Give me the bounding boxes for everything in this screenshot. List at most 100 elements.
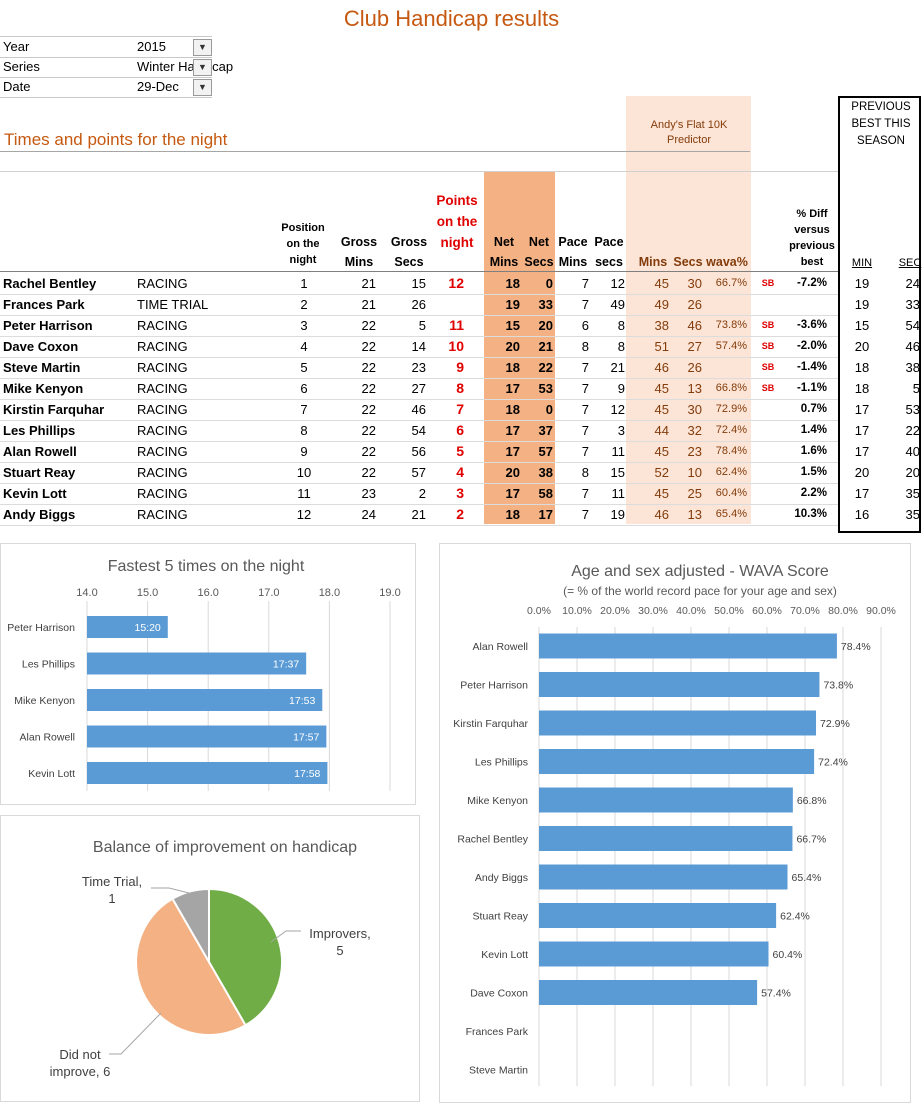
gross-mins: 22: [361, 381, 376, 396]
x-tick-label: 0.0%: [527, 605, 551, 617]
bar: [539, 787, 793, 813]
header-pred-mins: Mins: [638, 255, 668, 269]
slice-label: Improvers, 5: [309, 926, 370, 958]
wava: 72.9%: [715, 403, 747, 415]
gross-secs: 26: [411, 297, 426, 312]
position: 2: [300, 297, 308, 312]
bar: [539, 903, 777, 928]
header-diff: % Diff versus previous best: [789, 208, 835, 268]
improvement-pie-svg: Balance of improvement on handicap Improv…: [50, 839, 371, 1079]
bar: [87, 689, 323, 711]
leader-line: [270, 930, 301, 943]
data-label: 15:20: [134, 622, 160, 634]
net-mins: 18: [505, 507, 520, 522]
data-label: 72.9%: [820, 718, 850, 730]
prev-best-min: 20: [854, 465, 870, 480]
category-label: Mike Kenyon: [14, 695, 75, 707]
data-label: 62.4%: [780, 911, 810, 923]
pace-secs: 11: [611, 444, 626, 459]
prev-best-min: 17: [854, 402, 870, 417]
points: 10: [448, 338, 464, 354]
category-label: Kevin Lott: [481, 949, 528, 961]
gross-mins: 22: [361, 360, 376, 375]
runner-name: Rachel Bentley: [3, 276, 97, 291]
wava-score-svg: Age and sex adjusted - WAVA Score (= % of…: [453, 563, 896, 1086]
runner-name: Kirstin Farquhar: [3, 402, 105, 417]
divider: [0, 171, 838, 172]
points: 9: [456, 359, 464, 375]
slice-label: Time Trial, 1: [82, 874, 142, 906]
filter-year: Year 2015 ▼: [0, 36, 212, 58]
category-label: Alan Rowell: [473, 641, 528, 653]
gross-secs: 5: [418, 318, 426, 333]
filter-dropdown-icon[interactable]: ▼: [193, 79, 212, 96]
net-mins: 15: [505, 318, 520, 333]
category-label: Alan Rowell: [20, 732, 75, 744]
wava: 65.4%: [715, 508, 747, 520]
prev-best-min: 19: [854, 297, 870, 312]
pace-mins: 7: [581, 423, 589, 438]
label-line: 1: [108, 891, 115, 906]
pace-secs: 15: [610, 465, 625, 480]
runner-type: RACING: [137, 360, 188, 375]
filter-dropdown-icon[interactable]: ▼: [193, 39, 212, 56]
runner-type: RACING: [137, 381, 188, 396]
pace-secs: 9: [617, 381, 625, 396]
position: 3: [300, 318, 308, 333]
bar: [539, 633, 837, 659]
runner-type: RACING: [137, 318, 188, 333]
net-mins: 17: [505, 423, 520, 438]
data-label: 17:58: [294, 768, 320, 780]
pred-mins: 45: [654, 402, 669, 417]
pred-secs: 26: [687, 297, 702, 312]
pred-mins: 45: [654, 381, 669, 396]
pace-secs: 3: [617, 423, 625, 438]
filter-dropdown-icon[interactable]: ▼: [193, 59, 212, 76]
label-line: Time Trial,: [82, 874, 142, 889]
header-prev-sec: SEC: [898, 257, 922, 269]
data-label: 17:37: [273, 659, 299, 671]
net-secs: 17: [538, 507, 553, 522]
runner-name: Kevin Lott: [3, 486, 67, 501]
x-tick-label: 70.0%: [790, 605, 820, 617]
x-tick-label: 20.0%: [600, 605, 630, 617]
season-best-badge: SB: [761, 383, 775, 393]
x-tick-label: 30.0%: [638, 605, 668, 617]
wava: 73.8%: [715, 319, 747, 331]
runner-name: Frances Park: [3, 297, 85, 312]
bar: [539, 980, 758, 1005]
leader-line: [151, 887, 190, 894]
category-label: Peter Harrison: [460, 680, 528, 692]
bar: [539, 749, 815, 774]
runner-name: Peter Harrison: [3, 318, 93, 333]
wava: 57.4%: [715, 340, 747, 352]
header-pace-mins: Pace Mins: [558, 235, 588, 269]
gross-secs: 46: [411, 402, 426, 417]
points: 2: [456, 506, 464, 522]
net-mins: 18: [505, 360, 520, 375]
position: 7: [300, 402, 308, 417]
filter-label: Year: [3, 39, 30, 54]
pred-mins: 44: [654, 423, 669, 438]
prev-best-sec: 20: [905, 465, 920, 480]
net-mins: 17: [505, 444, 520, 459]
position: 5: [300, 360, 308, 375]
row-divider: [0, 462, 838, 463]
net-mins: 18: [505, 276, 520, 291]
prev-best-min: 15: [854, 318, 870, 333]
label-line: improve, 6: [50, 1064, 111, 1079]
x-tick-label: 16.0: [197, 587, 218, 599]
net-secs: 21: [538, 339, 553, 354]
wava: 66.7%: [715, 277, 747, 289]
x-tick-label: 80.0%: [828, 605, 858, 617]
predictor-title: Andy's Flat 10K Predictor: [650, 119, 728, 146]
net-secs: 20: [538, 318, 553, 333]
net-mins: 17: [505, 381, 520, 396]
wava: 78.4%: [715, 445, 747, 457]
fastest-times-svg: Fastest 5 times on the night 14.0 15.0 16.0…: [7, 558, 401, 791]
wava: 66.8%: [715, 382, 747, 394]
category-label: Stuart Reay: [473, 911, 529, 923]
percent-diff: 1.5%: [800, 466, 827, 478]
x-tick-label: 10.0%: [562, 605, 592, 617]
net-secs: 38: [538, 465, 553, 480]
